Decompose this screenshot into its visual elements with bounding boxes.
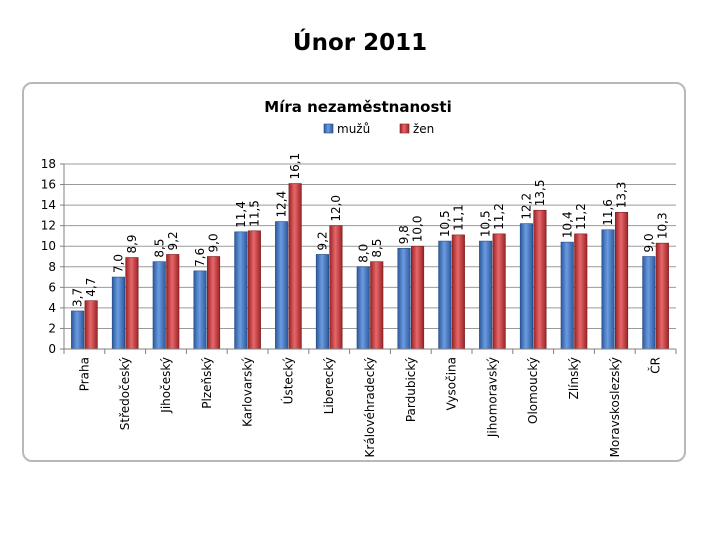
data-label: 11,1 (451, 204, 465, 231)
data-label: 11,6 (601, 199, 615, 226)
data-label: 13,3 (615, 182, 629, 209)
bar-muzu-12 (560, 241, 574, 350)
data-label: 10,4 (560, 211, 574, 238)
bar-zen-14 (655, 242, 669, 350)
y-tick-label: 14 (41, 198, 56, 212)
bar-zen-0 (84, 300, 98, 350)
page-title: Únor 2011 (292, 30, 428, 56)
chart-frame: 3,7 7,0 8,5 7,6 11,4 12,4 9,2 8,0 9,8 10,5 10,5 12,… (22, 82, 686, 462)
y-tick-label: 10 (41, 239, 56, 253)
bar-muzu-14 (642, 256, 656, 350)
data-label: 11,5 (247, 200, 261, 227)
data-label: 16,1 (288, 153, 302, 180)
bar-zen-3 (207, 256, 221, 350)
data-label: 9,2 (166, 231, 180, 250)
bar-zen-9 (451, 234, 465, 350)
bar-muzu-1 (111, 276, 125, 350)
data-label: 7,0 (111, 254, 125, 273)
x-tick-label: Olomoucký (526, 357, 540, 424)
y-tick-label: 16 (41, 178, 56, 192)
x-tick-label: Liberecký (322, 357, 336, 414)
x-tick-label: Praha (77, 357, 91, 391)
legend-label: mužů (337, 122, 370, 136)
x-tick-label: Středočeský (118, 357, 132, 430)
bar-muzu-0 (71, 310, 85, 350)
chart-title: Míra nezaměstnanosti (264, 98, 451, 116)
x-tick-label: Zlínský (567, 357, 581, 399)
bar-muzu-5 (275, 221, 289, 350)
bar-zen-5 (288, 183, 302, 350)
data-label: 11,2 (574, 203, 588, 230)
y-tick-label: 2 (48, 321, 56, 335)
data-label: 4,7 (84, 278, 98, 297)
y-tick-label: 0 (48, 342, 56, 356)
data-label: 8,9 (125, 234, 139, 253)
data-label: 3,7 (71, 288, 85, 307)
data-label: 8,5 (370, 239, 384, 258)
bar-zen-2 (166, 254, 180, 350)
data-label: 11,4 (234, 201, 248, 228)
bar-zen-6 (329, 225, 343, 350)
x-tick-label: Pardubický (404, 357, 418, 422)
legend-label: žen (413, 122, 434, 136)
bar-zen-1 (125, 257, 139, 350)
data-label: 9,8 (397, 225, 411, 244)
data-label: 12,2 (519, 193, 533, 220)
bar-muzu-10 (479, 240, 493, 350)
data-label: 10,3 (655, 212, 669, 239)
bar-chart: 3,7 7,0 8,5 7,6 11,4 12,4 9,2 8,0 9,8 10,5 10,5 12,… (41, 98, 677, 457)
y-tick-label: 18 (41, 157, 56, 171)
legend-swatch-zen (399, 123, 410, 134)
x-tick-label: ČR (648, 357, 663, 374)
bar-muzu-9 (438, 240, 452, 350)
bar-zen-4 (247, 230, 261, 350)
bar-muzu-13 (601, 229, 615, 350)
data-label: 9,2 (315, 231, 329, 250)
x-tick-label: Jihočeský (159, 357, 173, 414)
y-tick-label: 8 (48, 260, 56, 274)
x-tick-label: Vysočina (445, 357, 459, 410)
bar-muzu-6 (315, 254, 330, 350)
data-label: 8,0 (356, 244, 370, 263)
bar-zen-11 (533, 209, 547, 350)
data-label: 9,0 (642, 233, 656, 252)
x-tick-label: Královéhradecký (363, 357, 377, 457)
bar-zen-7 (370, 261, 384, 350)
x-tick-label: Moravskoslezský (608, 357, 622, 457)
data-label: 9,0 (207, 233, 221, 252)
bar-zen-13 (614, 212, 629, 350)
bar-zen-8 (410, 245, 425, 350)
data-label: 12,0 (329, 195, 343, 222)
bar-muzu-8 (397, 247, 411, 350)
bar-zen-12 (574, 233, 588, 350)
bar-muzu-11 (519, 223, 534, 350)
y-tick-label: 12 (41, 219, 56, 233)
x-tick-label: Plzeňský (200, 357, 214, 409)
bar-muzu-2 (152, 261, 166, 350)
x-tick-label: Ústecký (280, 357, 295, 404)
data-label: 12,4 (275, 191, 289, 218)
bar-muzu-3 (193, 270, 207, 350)
bar-muzu-4 (234, 231, 248, 350)
data-label: 10,5 (438, 210, 452, 237)
y-tick-label: 6 (48, 280, 56, 294)
y-tick-label: 4 (48, 301, 56, 315)
data-label: 13,5 (533, 180, 547, 207)
bar-muzu-7 (356, 266, 370, 350)
data-label: 10,5 (479, 210, 493, 237)
data-label: 10,0 (411, 216, 425, 243)
data-label: 8,5 (152, 239, 166, 258)
bar-zen-10 (492, 233, 506, 350)
x-tick-label: Jihomoravský (485, 357, 499, 438)
data-label: 11,2 (492, 203, 506, 230)
x-tick-label: Karlovarský (241, 357, 255, 427)
legend-swatch-muzu (323, 123, 334, 134)
data-label: 7,6 (193, 248, 207, 267)
